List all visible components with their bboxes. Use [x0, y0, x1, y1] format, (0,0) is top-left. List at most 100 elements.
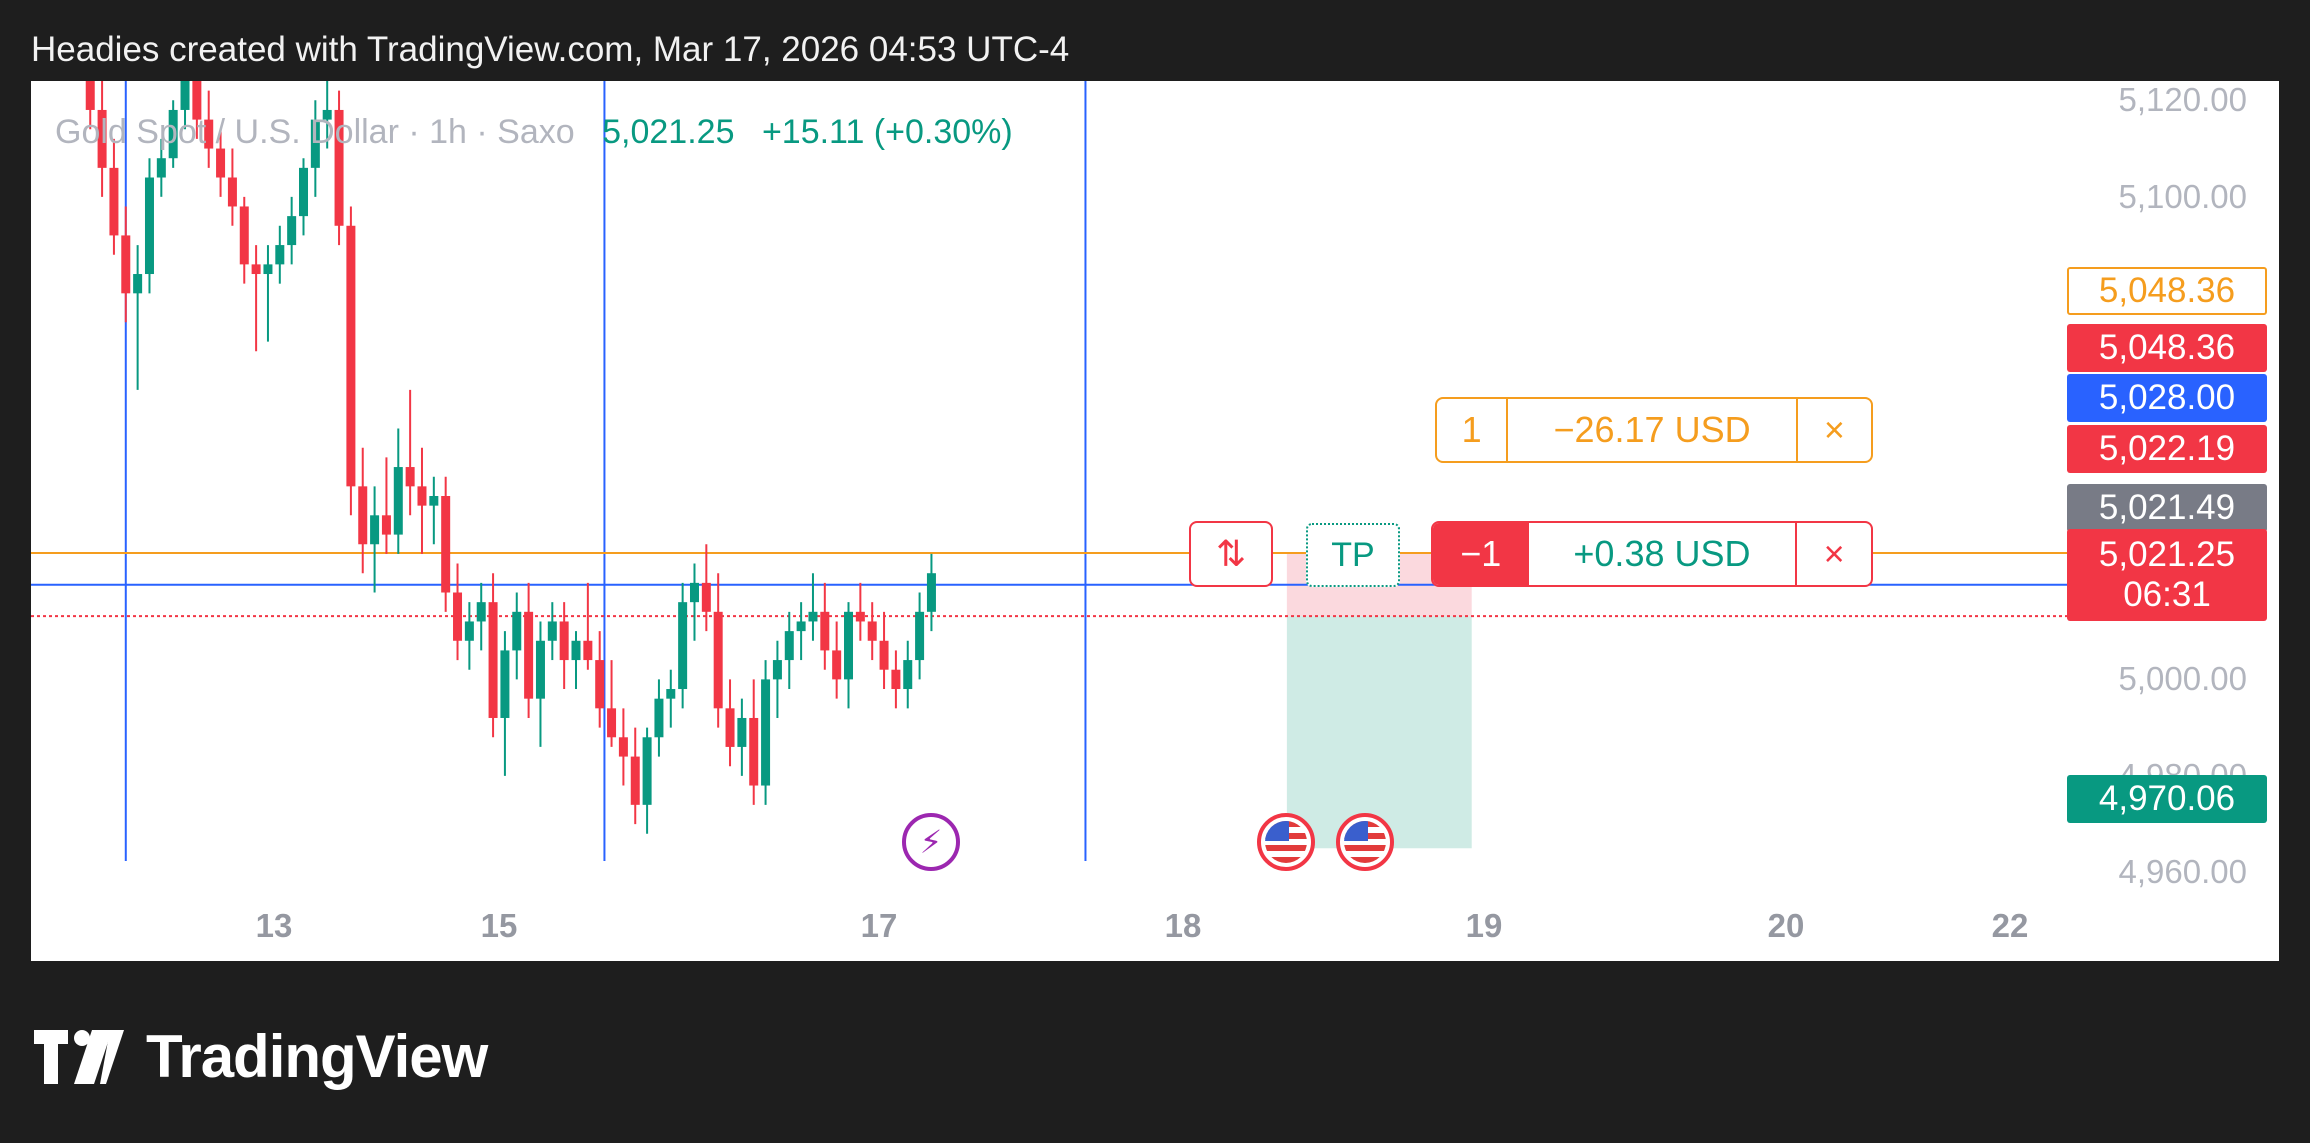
candle-body-9	[192, 81, 202, 120]
candle-body-64	[844, 611, 854, 680]
candle-body-59	[784, 631, 794, 661]
x-tick-label: 20	[1767, 907, 1805, 944]
candle-body-39	[547, 621, 557, 641]
take-profit-tag[interactable]: TP	[1306, 523, 1400, 587]
candle-body-1	[97, 109, 107, 168]
price-label-gray: 5,021.49	[2067, 484, 2267, 532]
candle-body-68	[891, 669, 901, 690]
candle-body-4	[133, 274, 143, 294]
candle-body-71	[926, 573, 936, 612]
candle-body-11	[216, 148, 226, 178]
price-label-green: 4,970.06	[2067, 775, 2267, 823]
stop-loss-order-line[interactable]: 1 −26.17 USD ×	[1435, 397, 1873, 463]
candle-body-15	[263, 264, 273, 275]
candle-body-22	[346, 225, 356, 487]
price-label-countdown: 06:31	[2123, 575, 2211, 614]
position-order-line[interactable]: −1 +0.38 USD ×	[1431, 521, 1873, 587]
candle-body-67	[879, 640, 889, 670]
candle-body-45	[618, 737, 628, 757]
reward-zone	[1286, 616, 1472, 849]
take-profit-label: TP	[1331, 535, 1375, 574]
price-label-value: 5,021.49	[2098, 488, 2236, 527]
candle-body-52	[701, 582, 711, 612]
chart-panel[interactable]: Gold Spot / U.S. Dollar · 1h · Saxo 5,02…	[31, 81, 2279, 961]
candle-body-2	[109, 167, 119, 236]
chart-header-title: Headies created with TradingView.com, Ma…	[31, 30, 1070, 69]
candle-body-17	[287, 216, 297, 246]
x-tick-label: 15	[480, 907, 518, 944]
candle-body-69	[903, 660, 913, 690]
candle-body-24	[370, 515, 380, 545]
candle-body-16	[275, 245, 285, 265]
candle-body-46	[630, 756, 640, 805]
tradingview-logo-icon	[34, 1029, 124, 1084]
candle-body-51	[689, 582, 699, 603]
candle-body-0	[85, 81, 95, 110]
candle-body-7	[168, 109, 178, 159]
reverse-position-button[interactable]: ⇅	[1189, 521, 1273, 587]
lightning-icon[interactable]: ⚡	[902, 813, 960, 871]
stop-loss-close-button[interactable]: ×	[1823, 409, 1845, 450]
candle-body-66	[867, 621, 877, 641]
candle-body-35	[500, 650, 510, 718]
price-label-blue: 5,028.00	[2067, 374, 2267, 422]
candle-body-60	[796, 621, 806, 632]
symbol-legend: Gold Spot / U.S. Dollar · 1h · Saxo 5,02…	[55, 113, 1013, 152]
candle-body-32	[464, 621, 474, 641]
price-label-red: 5,048.36	[2067, 324, 2267, 372]
candle-body-26	[393, 467, 403, 535]
candle-body-6	[156, 158, 166, 178]
candle-body-21	[334, 109, 344, 226]
us-flag-graphic	[1344, 821, 1386, 863]
position-close-button[interactable]: ×	[1823, 533, 1845, 574]
candle-body-38	[535, 640, 545, 699]
candle-body-8	[180, 81, 190, 110]
position-pnl: +0.38 USD	[1529, 523, 1798, 585]
us-flag-icon[interactable]	[1257, 813, 1315, 871]
x-tick-label: 13	[255, 907, 293, 944]
price-label-outline: 5,048.36	[2067, 267, 2267, 315]
candle-body-61	[808, 611, 818, 622]
candle-body-62	[820, 611, 830, 651]
candle-body-28	[417, 486, 427, 506]
candle-body-43	[595, 660, 605, 709]
candle-body-42	[583, 640, 593, 661]
candle-body-31	[453, 592, 463, 641]
position-qty: −1	[1433, 523, 1529, 585]
price-label-red: 5,022.19	[2067, 425, 2267, 473]
candle-body-70	[915, 611, 925, 661]
candle-body-57	[761, 679, 771, 786]
price-label-value: 5,022.19	[2098, 429, 2236, 468]
candle-body-36	[512, 611, 522, 651]
candle-body-40	[559, 621, 569, 661]
candle-body-53	[713, 611, 723, 709]
candle-body-19	[310, 119, 320, 168]
price-chart[interactable]	[31, 81, 2279, 961]
candle-body-13	[239, 206, 249, 265]
candle-body-54	[725, 708, 735, 747]
candle-body-50	[678, 602, 688, 690]
price-label-value: 4,970.06	[2098, 779, 2236, 818]
candle-body-65	[855, 611, 865, 622]
candle-body-58	[772, 660, 782, 680]
us-flag-icon[interactable]	[1336, 813, 1394, 871]
candle-body-41	[571, 640, 581, 661]
legend-price: 5,021.25	[602, 113, 735, 151]
candle-body-37	[524, 611, 534, 699]
candle-body-25	[381, 515, 391, 535]
candle-body-49	[666, 689, 676, 699]
price-label-value: 5,028.00	[2098, 378, 2236, 417]
candle-body-44	[607, 708, 617, 738]
candle-body-23	[358, 486, 368, 545]
tradingview-brand: TradingView	[34, 1022, 488, 1091]
reverse-icon: ⇅	[1215, 533, 1247, 574]
x-tick-label: 18	[1164, 907, 1202, 944]
stop-loss-pnl: −26.17 USD	[1508, 399, 1798, 461]
candle-body-29	[429, 496, 439, 506]
candle-body-48	[654, 698, 664, 738]
candle-body-20	[322, 109, 332, 120]
y-tick-label: 5,100.00	[2118, 177, 2247, 215]
price-label-red: 5,021.25 06:31	[2067, 529, 2267, 621]
candle-body-63	[832, 650, 842, 680]
price-label-value: 5,048.36	[2098, 271, 2236, 310]
